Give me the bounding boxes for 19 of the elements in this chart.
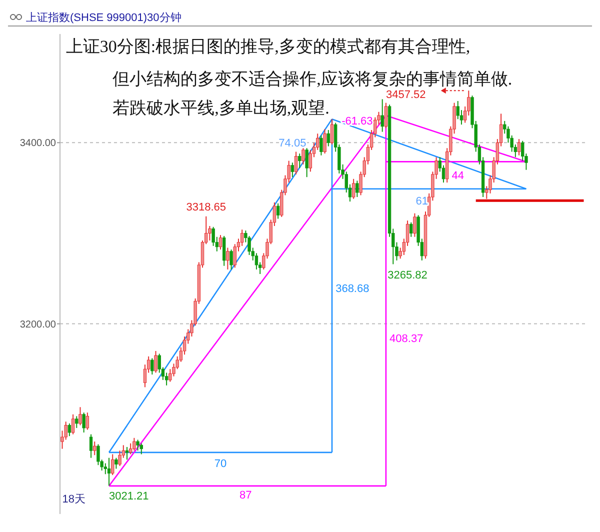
- annotation: 408.37: [390, 332, 424, 345]
- annotation: -61.63: [342, 116, 373, 128]
- annotation: 3021.21: [109, 490, 149, 503]
- annotation: 3265.82: [388, 270, 428, 282]
- annotation: 但小结构的多变不适合操作,应该将复杂的事情简单做.: [112, 70, 512, 89]
- y-tick-label: 3200.00: [20, 319, 56, 330]
- annotation: 61: [416, 195, 428, 208]
- annotation: 18天: [62, 494, 86, 506]
- annotation: 368.68: [336, 283, 370, 296]
- annotation: 70: [214, 458, 227, 470]
- annotation: 44: [452, 170, 464, 182]
- annotation: 87: [240, 490, 252, 502]
- annotation: 若跌破水平线,多单出场,观望.: [112, 98, 330, 118]
- chart-title: 上证指数(SHSE 999001)30分钟: [26, 11, 182, 24]
- annotation: 上证30分图:根据日图的推导,多变的模式都有其合理性,: [66, 37, 470, 56]
- annotation: 74.05: [278, 137, 306, 150]
- annotation: 3457.52: [386, 88, 426, 101]
- y-tick-label: 3400.00: [20, 138, 56, 150]
- annotation: 3318.65: [186, 201, 226, 214]
